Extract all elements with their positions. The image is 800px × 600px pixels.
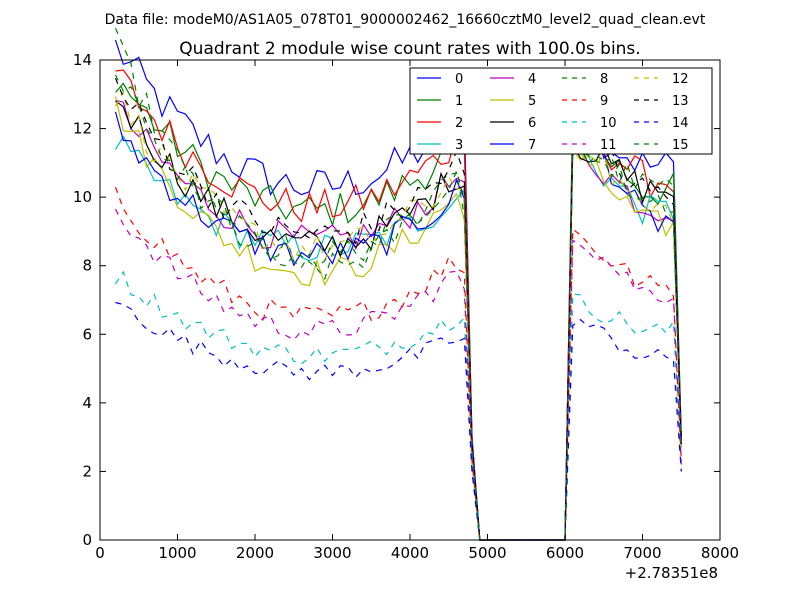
y-tick-label: 2 [82,462,92,480]
legend-label-4: 4 [528,72,536,87]
x-tick-label: 1000 [158,544,196,562]
x-offset-label: +2.78351e8 [625,564,718,582]
legend-label-5: 5 [528,94,536,109]
legend-label-9: 9 [600,94,608,109]
x-tick-label: 5000 [468,544,506,562]
x-tick-label: 3000 [313,544,351,562]
series-line-5 [114,96,682,541]
series-line-3 [114,135,682,541]
legend-label-11: 11 [600,138,617,153]
x-tick-label: 7000 [623,544,661,562]
legend-label-2: 2 [455,116,463,131]
x-tick-label: 2000 [236,544,274,562]
series-line-13 [114,77,682,541]
series-line-14 [115,301,682,541]
legend-frame [409,67,713,155]
y-tick-label: 14 [73,51,92,69]
y-tick-label: 6 [82,325,92,343]
series-line-15 [114,74,682,541]
series-line-9 [114,186,682,541]
x-tick-label: 4000 [391,544,429,562]
legend-label-12: 12 [672,72,689,87]
y-tick-label: 8 [82,257,92,275]
legend-label-8: 8 [600,72,608,87]
series-line-6 [115,100,682,541]
legend-label-10: 10 [600,116,617,131]
x-tick-label: 6000 [546,544,584,562]
y-tick-label: 4 [82,394,92,412]
ticks-layer: 0 1000 2000 3000 4000 5000 6000 7000 80000246810… [73,51,739,562]
legend-label-13: 13 [672,94,689,109]
series-line-12 [114,90,682,541]
y-tick-label: 10 [73,188,92,206]
suptitle: Data file: modeM0/AS1A05_078T01_90000024… [105,12,706,28]
y-tick-label: 0 [82,531,92,549]
legend-label-7: 7 [528,138,536,153]
x-tick-label: 8000 [701,544,739,562]
series-line-11 [114,208,682,541]
y-tick-label: 12 [73,120,92,138]
series-layer [114,28,682,541]
legend-label-3: 3 [455,138,463,153]
chart-title: Quadrant 2 module wise count rates with … [179,39,640,59]
legend-label-1: 1 [455,94,463,109]
legend-label-6: 6 [528,116,536,131]
series-line-8 [114,28,682,541]
legend-label-0: 0 [455,72,463,87]
legend-label-15: 15 [672,138,689,153]
legend-label-14: 14 [672,116,689,131]
series-line-10 [114,270,682,541]
x-tick-label: 0 [95,544,105,562]
